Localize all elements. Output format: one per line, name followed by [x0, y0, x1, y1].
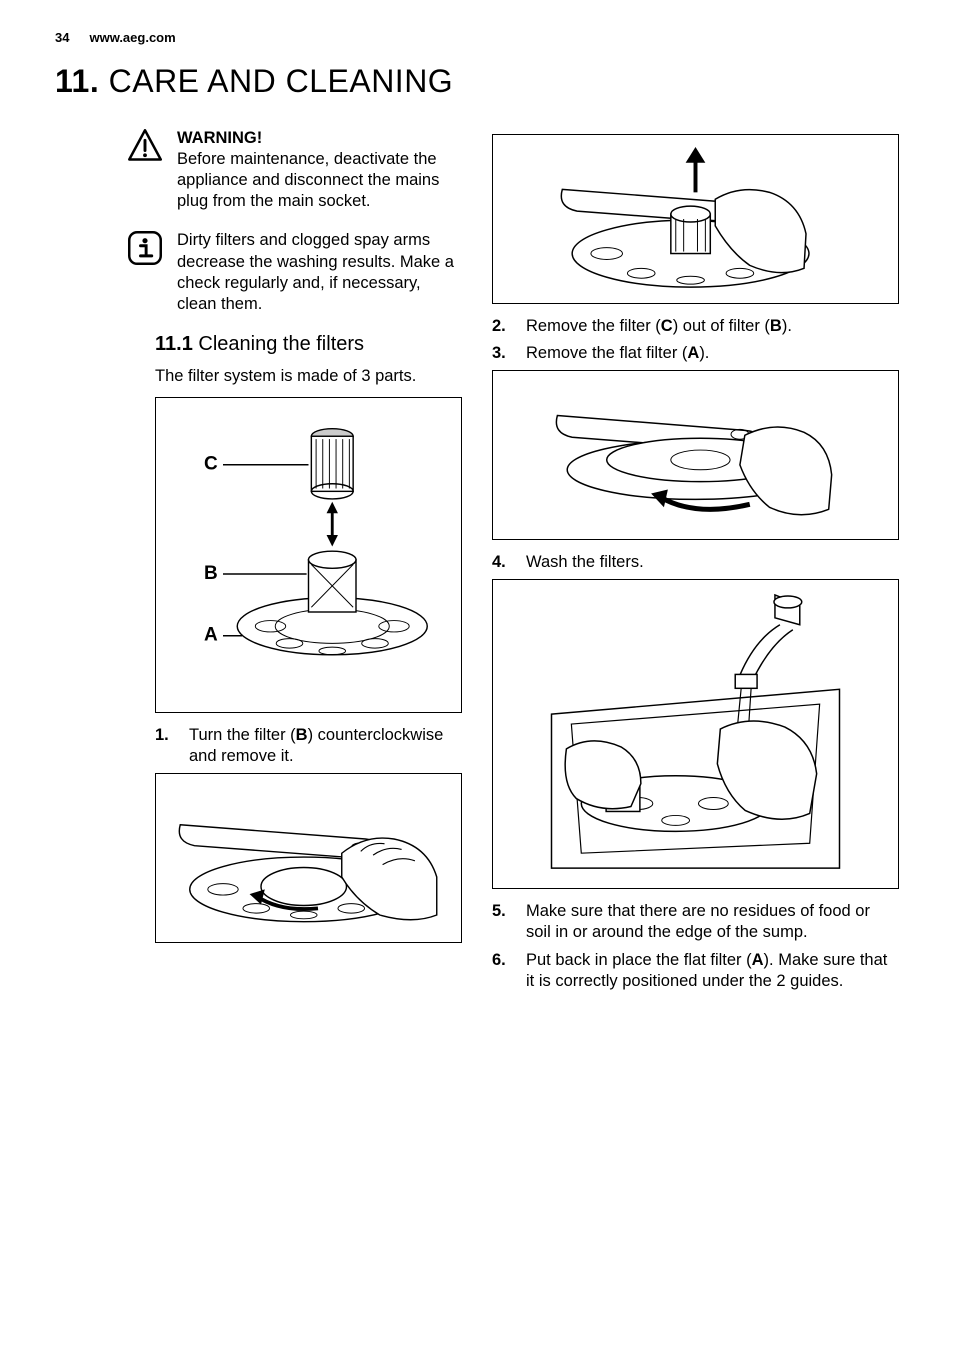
step-4-text: Wash the filters.: [526, 553, 644, 571]
info-body: Dirty filters and clogged spay arms decr…: [177, 231, 454, 312]
section-heading: 11.1 Cleaning the filters: [155, 333, 462, 356]
chapter-title-text: CARE AND CLEANING: [109, 63, 454, 99]
figure-remove-flat-filter: [492, 370, 899, 540]
steps-left: Turn the filter (B) counterclockwise and…: [155, 725, 462, 767]
lift-filter-illustration: [503, 145, 888, 293]
step-1-bold: B: [296, 726, 308, 744]
warning-callout: WARNING! Before maintenance, deactivate …: [55, 128, 462, 212]
step-2-pre: Remove the filter (: [526, 317, 661, 335]
step-5-text: Make sure that there are no residues of …: [526, 902, 870, 941]
chapter-number: 11.: [55, 63, 99, 99]
step-2-b: B: [770, 317, 782, 335]
steps-right-4: Wash the filters.: [492, 552, 899, 573]
figure-rotate-filter: [155, 773, 462, 943]
right-column: Remove the filter (C) out of filter (B).…: [492, 128, 899, 998]
figure-lift-filter: [492, 134, 899, 304]
parts-label-b: B: [204, 563, 218, 584]
section-intro: The filter system is made of 3 parts.: [155, 366, 462, 387]
step-6: Put back in place the flat filter (A). M…: [492, 950, 899, 992]
step-3-pre: Remove the flat filter (: [526, 344, 687, 362]
left-column: WARNING! Before maintenance, deactivate …: [55, 128, 462, 998]
step-6-pre: Put back in place the flat filter (: [526, 951, 752, 969]
steps-right-23: Remove the filter (C) out of filter (B).…: [492, 316, 899, 364]
parts-label-c: C: [204, 453, 218, 474]
step-2: Remove the filter (C) out of filter (B).: [492, 316, 899, 337]
two-column-layout: WARNING! Before maintenance, deactivate …: [55, 128, 899, 998]
section-heading-text: Cleaning the filters: [198, 333, 364, 355]
step-5: Make sure that there are no residues of …: [492, 901, 899, 943]
step-2-c: C: [661, 317, 673, 335]
step-2-post: ).: [782, 317, 792, 335]
figure-wash-filters: [492, 579, 899, 889]
step-3-a: A: [687, 344, 699, 362]
filter-parts-illustration: C B A: [166, 408, 451, 702]
flat-filter-illustration: [503, 381, 888, 529]
step-6-a: A: [752, 951, 764, 969]
info-callout: Dirty filters and clogged spay arms decr…: [55, 230, 462, 314]
info-icon: [127, 230, 163, 266]
step-1: Turn the filter (B) counterclockwise and…: [155, 725, 462, 767]
info-text: Dirty filters and clogged spay arms decr…: [177, 230, 462, 314]
wash-filters-illustration: [503, 590, 888, 878]
step-3: Remove the flat filter (A).: [492, 343, 899, 364]
rotate-filter-illustration: [166, 784, 451, 932]
figure-filter-parts: C B A: [155, 397, 462, 713]
site-url: www.aeg.com: [89, 30, 175, 45]
warning-triangle-icon: [127, 128, 163, 164]
parts-label-a: A: [204, 624, 218, 645]
warning-body: Before maintenance, deactivate the appli…: [177, 150, 439, 210]
step-2-mid: ) out of filter (: [673, 317, 770, 335]
warning-heading: WARNING!: [177, 129, 262, 147]
chapter-title: 11. CARE AND CLEANING: [55, 63, 899, 100]
step-1-pre: Turn the filter (: [189, 726, 296, 744]
step-4: Wash the filters.: [492, 552, 899, 573]
warning-text: WARNING! Before maintenance, deactivate …: [177, 128, 462, 212]
steps-right-56: Make sure that there are no residues of …: [492, 901, 899, 991]
page-header: 34 www.aeg.com: [55, 30, 899, 45]
section-number: 11.1: [155, 333, 193, 355]
page-number: 34: [55, 30, 69, 45]
step-3-post: ).: [699, 344, 709, 362]
